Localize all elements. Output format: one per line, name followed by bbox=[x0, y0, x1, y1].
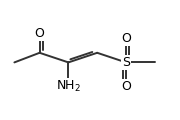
Text: O: O bbox=[121, 32, 131, 45]
Text: S: S bbox=[122, 56, 130, 69]
Text: O: O bbox=[121, 80, 131, 93]
Text: NH$_2$: NH$_2$ bbox=[56, 79, 81, 94]
Text: O: O bbox=[35, 27, 44, 40]
